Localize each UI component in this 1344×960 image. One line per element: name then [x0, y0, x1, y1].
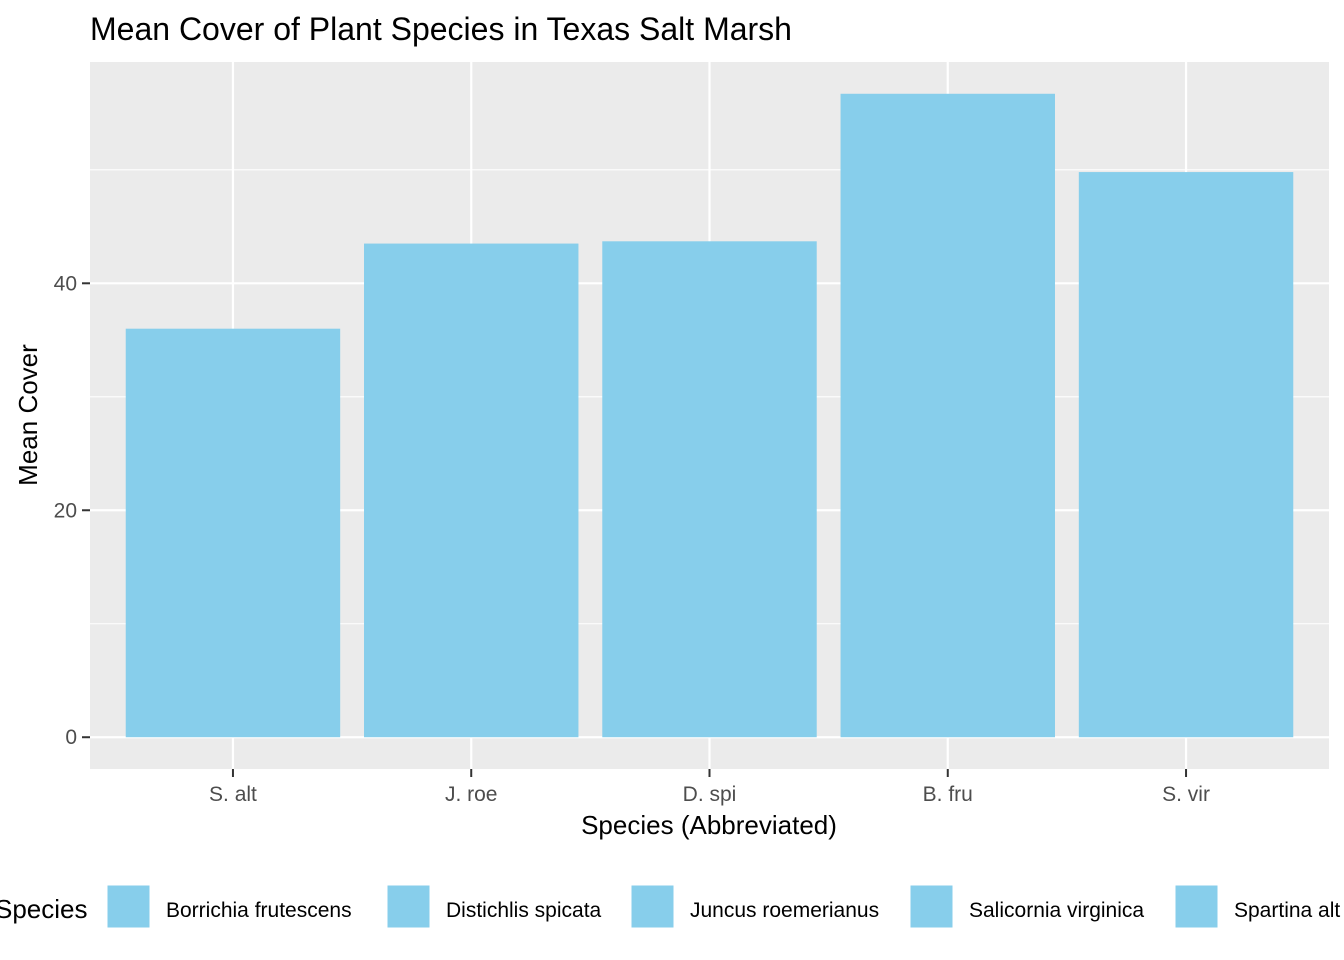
- y-tick-label: 20: [54, 499, 77, 522]
- x-tick-label: S. alt: [209, 783, 257, 806]
- legend: Species Borrichia frutescens Distichlis s…: [0, 884, 1340, 929]
- legend-entry-label: Salicornia virginica: [969, 899, 1144, 922]
- legend-key: [630, 884, 675, 929]
- legend-key: [1174, 884, 1219, 929]
- legend-key: [106, 884, 151, 929]
- x-tick-label: B. fru: [923, 783, 973, 806]
- x-tick-label: D. spi: [683, 783, 737, 806]
- legend-key: [386, 884, 431, 929]
- x-axis-title: Species (Abbreviated): [581, 810, 837, 840]
- chart-title: Mean Cover of Plant Species in Texas Sal…: [90, 11, 792, 47]
- bars: [125, 93, 1294, 738]
- legend-entry-label: Juncus roemerianus: [690, 899, 879, 922]
- bar: [364, 243, 579, 738]
- x-axis: S. alt J. roe D. spi B. fru S. vir: [209, 769, 1210, 806]
- y-axis-title: Mean Cover: [13, 344, 43, 486]
- y-axis: 0 20 40: [54, 272, 90, 749]
- legend-key: [909, 884, 954, 929]
- bar: [602, 241, 817, 738]
- legend-entry-label: Distichlis spicata: [446, 899, 602, 922]
- x-tick-label: S. vir: [1162, 783, 1210, 806]
- bar: [125, 328, 341, 738]
- legend-entry-label: Borrichia frutescens: [166, 899, 352, 922]
- x-tick-label: J. roe: [445, 783, 498, 806]
- legend-title: Species: [0, 894, 88, 924]
- bar: [1078, 172, 1294, 738]
- legend-entry-label: Spartina alt: [1234, 899, 1340, 922]
- bar: [840, 93, 1055, 738]
- y-tick-label: 40: [54, 272, 77, 295]
- y-tick-label: 0: [65, 726, 77, 749]
